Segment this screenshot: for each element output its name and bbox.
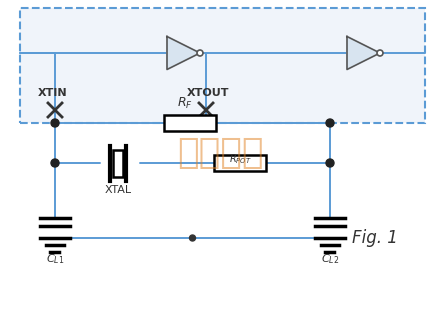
- Circle shape: [190, 235, 195, 241]
- Text: $C_{L1}$: $C_{L1}$: [46, 252, 64, 266]
- Text: XTOUT: XTOUT: [187, 88, 229, 98]
- Bar: [164, 115, 216, 131]
- Text: XTIN: XTIN: [38, 88, 68, 98]
- Text: $C_{L2}$: $C_{L2}$: [321, 252, 339, 266]
- Circle shape: [51, 159, 59, 167]
- Polygon shape: [167, 37, 200, 70]
- Text: Fig. 1: Fig. 1: [352, 229, 398, 247]
- FancyBboxPatch shape: [20, 8, 425, 123]
- Text: $R_F$: $R_F$: [177, 96, 193, 111]
- Text: 亿金电子: 亿金电子: [177, 136, 263, 170]
- Circle shape: [51, 119, 59, 127]
- Circle shape: [326, 159, 334, 167]
- Bar: [214, 155, 266, 171]
- Text: $R_{POT}$: $R_{POT}$: [229, 152, 252, 166]
- Bar: [113, 149, 123, 176]
- Circle shape: [197, 50, 203, 56]
- Polygon shape: [347, 37, 380, 70]
- Text: XTAL: XTAL: [105, 185, 132, 195]
- Circle shape: [377, 50, 383, 56]
- Circle shape: [326, 119, 334, 127]
